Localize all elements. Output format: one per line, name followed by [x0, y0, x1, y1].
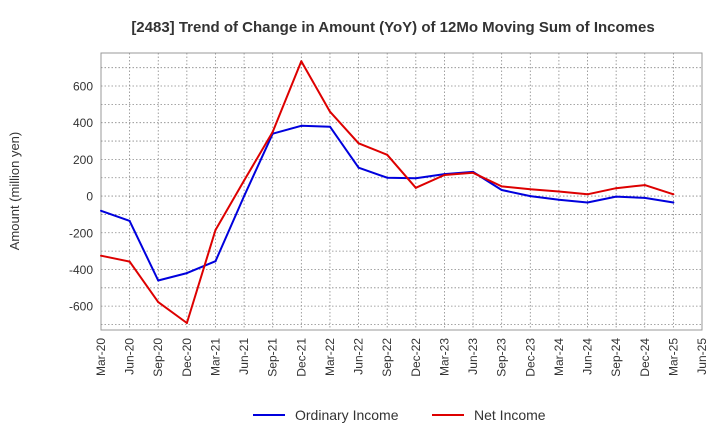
- data-point: [157, 301, 160, 304]
- series-lines: [100, 60, 675, 325]
- x-tick-label: Jun-24: [581, 338, 595, 375]
- x-tick-label: Sep-23: [495, 338, 509, 377]
- data-point: [300, 124, 303, 127]
- chart-title: [2483] Trend of Change in Amount (YoY) o…: [131, 19, 654, 36]
- grid-lines: [101, 53, 702, 330]
- legend-item: Net Income: [432, 407, 546, 423]
- data-point: [214, 260, 217, 263]
- x-tick-label: Jun-20: [123, 338, 137, 375]
- x-tick-label: Dec-23: [523, 338, 537, 377]
- data-point: [214, 229, 217, 232]
- x-tick-label: Dec-24: [638, 338, 652, 377]
- y-tick-label: 200: [73, 153, 93, 167]
- data-point: [557, 190, 560, 193]
- data-point: [386, 153, 389, 156]
- y-tick-label: -400: [69, 263, 93, 277]
- y-tick-label: 0: [86, 190, 93, 204]
- data-point: [128, 219, 131, 222]
- x-tick-label: Mar-24: [552, 338, 566, 376]
- x-tick-label: Sep-21: [266, 338, 280, 377]
- y-tick-label: 400: [73, 116, 93, 130]
- data-point: [414, 177, 417, 180]
- x-tick-label: Sep-24: [609, 338, 623, 377]
- x-tick-label: Dec-21: [294, 338, 308, 377]
- data-point: [472, 171, 475, 174]
- x-tick-label: Mar-23: [437, 338, 451, 376]
- data-point: [300, 60, 303, 63]
- data-point: [100, 254, 102, 257]
- data-point: [128, 260, 131, 263]
- x-tick-label: Jun-25: [695, 338, 709, 375]
- data-point: [672, 193, 675, 196]
- data-point: [500, 185, 503, 188]
- x-axis-tick-labels: Mar-20 Jun-20 Sep-20 Dec-20 Mar-21 Jun-21 Sep-…: [94, 338, 709, 377]
- x-tick-label: Sep-22: [380, 338, 394, 377]
- legend-label: Net Income: [474, 407, 546, 423]
- data-point: [243, 195, 246, 198]
- data-point: [643, 196, 646, 199]
- x-tick-label: Jun-22: [352, 338, 366, 375]
- y-tick-label: -600: [69, 300, 93, 314]
- legend-label: Ordinary Income: [295, 407, 399, 423]
- data-point: [157, 279, 160, 282]
- x-tick-label: Mar-22: [323, 338, 337, 376]
- data-point: [529, 195, 532, 198]
- data-point: [386, 176, 389, 179]
- data-point: [271, 130, 274, 133]
- y-axis-tick-labels: -600 -400 -200 0 200 400 600: [69, 80, 93, 314]
- data-point: [500, 189, 503, 192]
- y-tick-label: -200: [69, 226, 93, 240]
- x-tick-label: Jun-23: [466, 338, 480, 375]
- data-point: [615, 195, 618, 198]
- x-tick-label: Dec-20: [180, 338, 194, 377]
- data-point: [243, 179, 246, 182]
- data-point: [414, 186, 417, 189]
- data-point: [328, 125, 331, 128]
- x-tick-label: Mar-25: [666, 338, 680, 376]
- y-tick-label: 600: [73, 80, 93, 94]
- x-tick-label: Jun-21: [237, 338, 251, 375]
- legend: Ordinary Income Net Income: [253, 407, 546, 423]
- data-point: [443, 173, 446, 176]
- legend-item: Ordinary Income: [253, 407, 399, 423]
- data-point: [100, 209, 102, 212]
- data-point: [357, 142, 360, 145]
- x-tick-label: Mar-21: [208, 338, 222, 376]
- data-point: [185, 272, 188, 275]
- data-point: [672, 201, 675, 204]
- data-point: [586, 193, 589, 196]
- data-point: [586, 201, 589, 204]
- plot-area: [100, 52, 703, 331]
- data-point: [357, 166, 360, 169]
- data-point: [328, 110, 331, 113]
- data-point: [615, 187, 618, 190]
- data-point: [529, 188, 532, 191]
- x-tick-label: Mar-20: [94, 338, 108, 376]
- x-tick-label: Dec-22: [409, 338, 423, 377]
- y-axis-label: Amount (million yen): [7, 132, 22, 251]
- data-point: [185, 322, 188, 325]
- x-tick-label: Sep-20: [151, 338, 165, 377]
- data-point: [643, 184, 646, 187]
- data-point: [557, 198, 560, 201]
